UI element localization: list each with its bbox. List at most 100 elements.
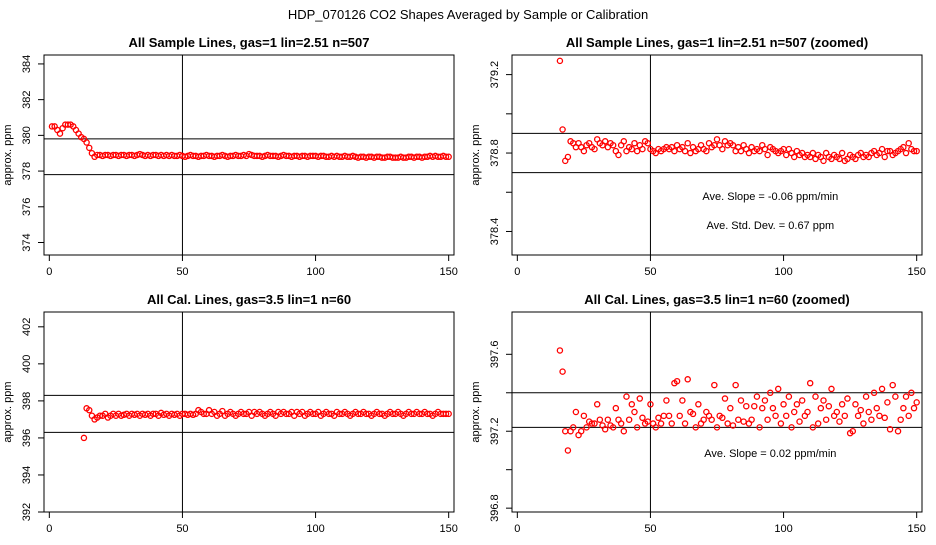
data-point bbox=[703, 147, 710, 155]
y-axis-label: approx. ppm bbox=[470, 381, 482, 442]
data-point bbox=[820, 397, 827, 404]
data-point bbox=[200, 410, 207, 418]
data-point bbox=[389, 410, 397, 418]
data-point bbox=[759, 404, 766, 412]
data-point bbox=[740, 418, 747, 425]
data-point bbox=[711, 381, 718, 389]
chart-panel-1: All Sample Lines, gas=1 lin=2.51 n=507 0 5… bbox=[2, 35, 458, 278]
annotation: Ave. Std. Dev. = 0.67 ppm bbox=[706, 220, 834, 232]
data-point bbox=[309, 410, 317, 418]
data-point bbox=[83, 139, 90, 146]
data-point bbox=[724, 420, 731, 427]
y-tick-label: 379.2 bbox=[489, 61, 501, 89]
data-point bbox=[689, 410, 697, 418]
data-point bbox=[609, 424, 617, 431]
data-point bbox=[633, 147, 641, 155]
data-point bbox=[676, 412, 683, 420]
data-point bbox=[609, 141, 617, 149]
chart-title: All Sample Lines, gas=1 lin=2.51 n=507 bbox=[129, 35, 370, 50]
data-point bbox=[149, 410, 157, 418]
data-point bbox=[798, 397, 806, 404]
data-point bbox=[593, 401, 601, 408]
data-point bbox=[838, 149, 846, 157]
data-point bbox=[679, 397, 686, 404]
data-point bbox=[639, 414, 646, 422]
data-point bbox=[687, 149, 694, 157]
data-point bbox=[913, 399, 920, 406]
y-axis-label: approx. ppm bbox=[2, 381, 14, 442]
data-point bbox=[628, 145, 636, 153]
data-point bbox=[655, 414, 662, 422]
data-point bbox=[876, 412, 883, 420]
data-point bbox=[636, 395, 644, 402]
data-point bbox=[889, 381, 896, 389]
data-point bbox=[860, 420, 867, 427]
y-tick-label: 384 bbox=[21, 55, 33, 73]
y-tick-label: 402 bbox=[21, 318, 33, 336]
data-point bbox=[729, 422, 737, 429]
data-point bbox=[785, 393, 793, 400]
y-tick-label: 382 bbox=[21, 90, 33, 108]
data-point bbox=[857, 406, 865, 414]
data-point bbox=[596, 416, 604, 423]
data-point bbox=[737, 147, 745, 155]
data-point bbox=[652, 424, 660, 431]
x-tick-label: 150 bbox=[439, 266, 457, 278]
data-point bbox=[719, 145, 726, 153]
data-point bbox=[625, 416, 633, 423]
data-point bbox=[700, 416, 707, 423]
x-tick-label: 50 bbox=[644, 523, 656, 535]
data-point bbox=[756, 147, 763, 155]
page-title: HDP_070126 CO2 Shapes Averaged by Sample… bbox=[288, 7, 648, 22]
y-axis-label: approx. ppm bbox=[470, 124, 482, 185]
data-point bbox=[761, 145, 769, 153]
data-point bbox=[790, 153, 798, 161]
data-points bbox=[48, 121, 452, 161]
data-point bbox=[615, 151, 622, 159]
data-point bbox=[445, 153, 452, 161]
data-point bbox=[601, 426, 609, 433]
data-point bbox=[761, 397, 769, 404]
data-point bbox=[580, 412, 588, 420]
data-point bbox=[790, 408, 798, 416]
data-point bbox=[56, 130, 64, 137]
data-point bbox=[564, 447, 572, 454]
data-point bbox=[865, 408, 873, 416]
data-point bbox=[732, 381, 739, 389]
data-point bbox=[764, 416, 771, 423]
data-point bbox=[424, 410, 431, 418]
y-tick-label: 397.2 bbox=[489, 417, 501, 445]
y-tick-label: 396.8 bbox=[489, 494, 501, 522]
data-point bbox=[854, 412, 862, 420]
data-point bbox=[442, 153, 450, 161]
data-point bbox=[325, 410, 333, 418]
data-point bbox=[559, 126, 566, 133]
data-point bbox=[900, 404, 907, 412]
data-point bbox=[684, 139, 691, 147]
data-point bbox=[362, 410, 370, 418]
data-point bbox=[708, 416, 715, 423]
chart-panel-4: All Cal. Lines, gas=3.5 lin=1 n=60 (zoom… bbox=[470, 292, 926, 535]
data-point bbox=[64, 121, 72, 128]
data-point bbox=[825, 402, 833, 410]
data-point bbox=[806, 379, 814, 387]
data-point bbox=[681, 420, 689, 427]
data-point bbox=[878, 145, 886, 153]
data-point bbox=[219, 407, 226, 415]
data-point bbox=[796, 418, 803, 425]
data-point bbox=[900, 143, 907, 151]
data-point bbox=[591, 145, 598, 153]
data-point bbox=[556, 57, 564, 65]
data-point bbox=[665, 412, 673, 420]
y-tick-label: 392 bbox=[21, 503, 33, 521]
data-point bbox=[569, 424, 577, 431]
chart-title: All Sample Lines, gas=1 lin=2.51 n=507 (… bbox=[566, 35, 868, 50]
data-point bbox=[881, 414, 888, 422]
data-point bbox=[764, 151, 771, 159]
y-axis-label: approx. ppm bbox=[2, 124, 14, 185]
data-point bbox=[868, 416, 875, 423]
data-point bbox=[844, 395, 851, 402]
data-point bbox=[908, 389, 915, 397]
